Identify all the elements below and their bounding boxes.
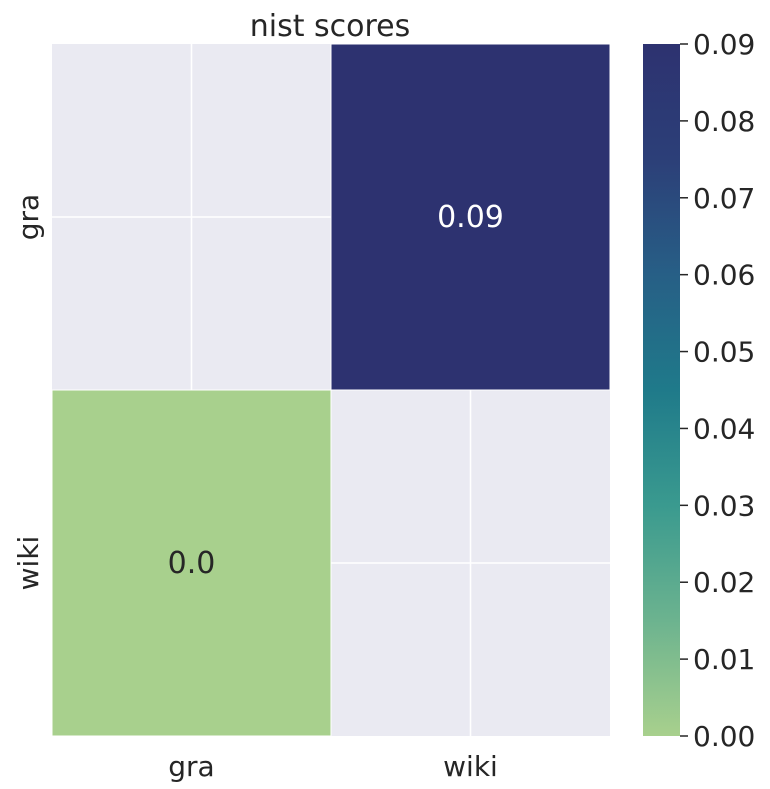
cell-value-label: 0.0: [168, 546, 216, 581]
plot-area: 0.09 0.0: [51, 43, 611, 737]
y-axis: gra wiki: [12, 194, 45, 591]
colorbar-tick-label: 0.05: [693, 336, 755, 369]
y-tick-label: wiki: [12, 536, 45, 591]
colorbar-tick-label: 0.01: [693, 643, 755, 676]
x-tick-label: gra: [168, 750, 214, 783]
colorbar-tick-label: 0.09: [693, 28, 755, 61]
colorbar-tick-label: 0.02: [693, 566, 755, 599]
colorbar-tick-label: 0.06: [693, 259, 755, 292]
colorbar-tick-label: 0.04: [693, 412, 755, 445]
colorbar: 0.00 0.01 0.02 0.03 0.04 0.05 0.06 0.07 0.08 0.09: [643, 28, 755, 753]
heatmap-cell: [51, 389, 332, 737]
x-axis: gra wiki: [168, 750, 498, 783]
heatmap-cell: [330, 43, 611, 391]
colorbar-tick-label: 0.08: [693, 105, 755, 138]
y-tick-label: gra: [12, 194, 45, 240]
colorbar-tick-label: 0.07: [693, 182, 755, 215]
colorbar-tick-label: 0.03: [693, 489, 755, 522]
cell-value-label: 0.09: [437, 200, 504, 235]
colorbar-tick-label: 0.00: [693, 720, 755, 753]
colorbar-gradient: [643, 44, 680, 736]
x-tick-label: wiki: [443, 750, 498, 783]
chart-title: nist scores: [250, 9, 411, 44]
